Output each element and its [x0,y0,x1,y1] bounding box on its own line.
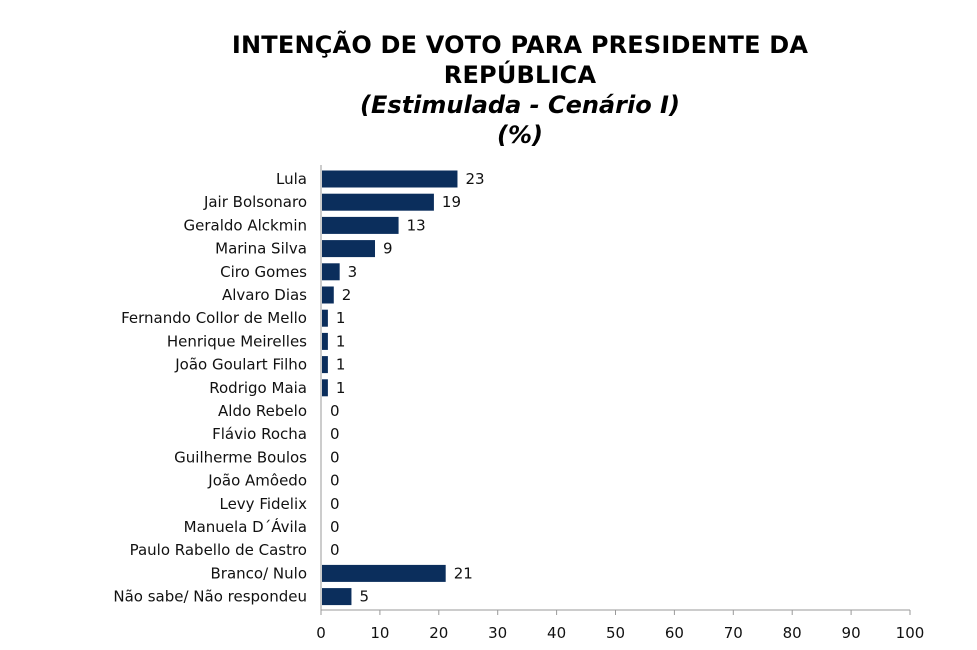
x-tick-label: 20 [429,624,448,642]
bar-value-label: 0 [330,448,340,466]
bar-value-label: 1 [336,356,346,374]
bar-value-label: 23 [465,170,484,188]
bar-value-label: 0 [330,472,340,490]
x-tick-label: 60 [665,624,684,642]
category-label: Fernando Collor de Mello [121,309,307,327]
x-tick-label: 0 [316,624,326,642]
category-label: Lula [276,170,307,188]
bar [322,263,340,281]
bar-value-label: 0 [330,425,340,443]
category-label: Alvaro Dias [222,286,307,304]
category-label: Jair Bolsonaro [203,193,307,211]
x-tick-label: 30 [488,624,507,642]
category-label: Rodrigo Maia [209,379,307,397]
category-label: Branco/ Nulo [211,564,307,582]
bar-value-label: 1 [336,332,346,350]
bar-value-label: 3 [348,263,358,281]
category-label: Geraldo Alckmin [184,216,308,234]
bar [322,216,399,234]
bar-value-label: 0 [330,402,340,420]
bar [322,240,376,258]
bar [322,286,334,304]
x-tick-label: 10 [370,624,389,642]
bar-value-label: 13 [407,216,426,234]
chart-title: INTENÇÃO DE VOTO PARA PRESIDENTE DA REPÚ… [231,31,809,89]
category-label: Marina Silva [215,240,307,258]
bar-value-label: 2 [342,286,352,304]
chart-subtitle: (Estimulada - Cenário I) [360,91,680,119]
category-label: Paulo Rabello de Castro [130,541,307,559]
bar [322,588,352,606]
bar [322,170,458,188]
bar [322,356,328,374]
x-tick-label: 70 [724,624,743,642]
bar-value-label: 19 [442,193,461,211]
x-tick-label: 80 [783,624,802,642]
x-ticks-group: 0 10 20 30 40 50 60 70 80 90 100 [316,610,924,642]
bar-value-label: 0 [330,495,340,513]
bar [322,564,446,582]
x-tick-label: 90 [842,624,861,642]
bar-value-label: 0 [330,541,340,559]
bar-value-label: 0 [330,518,340,536]
bar [322,193,434,211]
category-label: Aldo Rebelo [218,402,307,420]
bar [322,309,328,327]
bar-value-label: 5 [359,588,369,606]
category-label: Ciro Gomes [220,263,307,281]
bar [322,332,328,350]
bars-group [322,170,458,606]
bar-value-label: 21 [454,564,473,582]
bar-value-label: 1 [336,309,346,327]
bar-value-label: 1 [336,379,346,397]
category-label: João Goulart Filho [174,356,307,374]
category-label: Levy Fidelix [219,495,307,513]
category-label: Guilherme Boulos [174,448,307,466]
x-tick-label: 100 [896,624,925,642]
x-tick-label: 50 [606,624,625,642]
bar [322,379,328,397]
category-label: Manuela D´Ávila [184,517,307,536]
bar-value-label: 9 [383,240,393,258]
chart-unit: (%) [497,121,543,149]
chart-title-block: INTENÇÃO DE VOTO PARA PRESIDENTE DA REPÚ… [190,30,850,150]
category-label: Não sabe/ Não respondeu [113,588,307,606]
category-labels-group: Lula Jair Bolsonaro Geraldo Alckmin Marina … [113,170,307,606]
category-label: João Amôedo [207,472,307,490]
x-tick-label: 40 [547,624,566,642]
category-label: Flávio Rocha [212,425,307,443]
category-label: Henrique Meirelles [167,332,307,350]
